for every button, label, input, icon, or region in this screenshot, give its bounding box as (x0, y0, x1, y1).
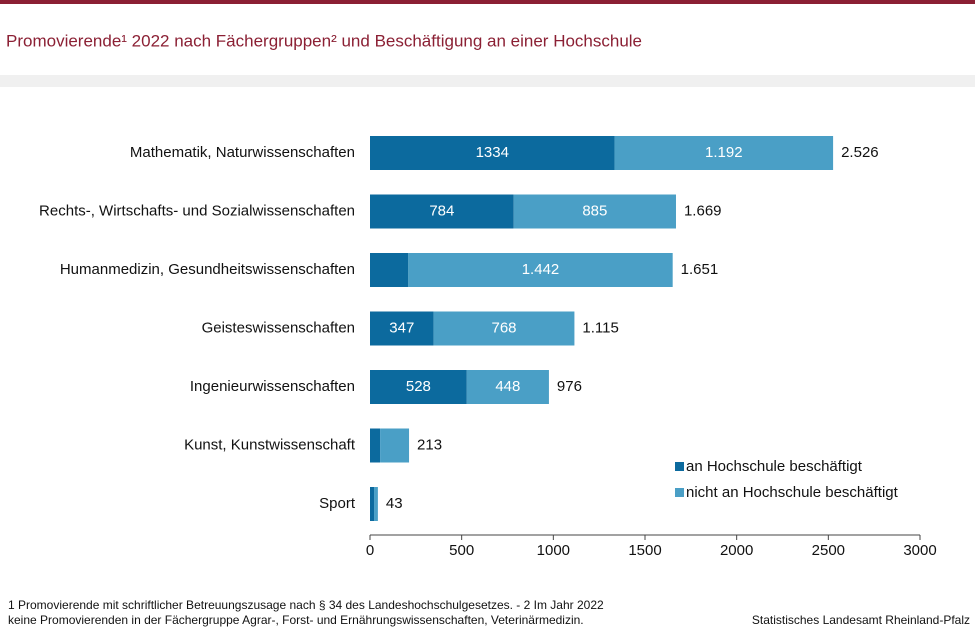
x-tick-label: 0 (366, 542, 374, 559)
x-tick-label: 1500 (628, 542, 661, 559)
bar-segment (466, 370, 549, 404)
total-label: 43 (386, 495, 403, 512)
bar-segment (370, 370, 467, 404)
value-label: 885 (582, 202, 607, 219)
value-label: 1.192 (705, 144, 743, 161)
value-label: 784 (429, 202, 454, 219)
category-label: Humanmedizin, Gesundheitswissenschaften (60, 261, 355, 278)
bar-segment (370, 136, 615, 170)
value-label: 448 (495, 378, 520, 395)
value-label: 528 (406, 378, 431, 395)
bar-segment (614, 136, 834, 170)
bar-segment (433, 311, 575, 346)
bar-segment (370, 194, 514, 229)
total-label: 976 (557, 378, 582, 395)
category-label: Ingenieurwissenschaften (190, 378, 355, 395)
total-label: 1.669 (684, 202, 722, 219)
bar-segment (370, 487, 375, 521)
category-label: Sport (319, 495, 356, 512)
footnote: keine Promovierenden in der Fächergruppe… (8, 613, 584, 627)
bar-segment (380, 428, 410, 463)
x-tick-label: 500 (449, 542, 474, 559)
legend-swatch (675, 488, 684, 497)
bar-segment (513, 194, 676, 229)
total-label: 213 (417, 436, 442, 453)
value-label: 347 (389, 319, 414, 336)
value-label: 1.442 (522, 261, 560, 278)
legend-label: nicht an Hochschule beschäftigt (686, 484, 899, 501)
bar-segment (370, 311, 434, 346)
total-label: 1.651 (681, 261, 719, 278)
category-label: Geisteswissenschaften (202, 319, 355, 336)
total-label: 2.526 (841, 144, 879, 161)
value-label: 1334 (476, 144, 509, 161)
legend-swatch (675, 462, 684, 471)
header-band (0, 75, 975, 87)
category-label: Kunst, Kunstwissenschaft (184, 436, 356, 453)
bar-segment (370, 428, 381, 463)
top-rule (0, 0, 975, 4)
footnote: 1 Promovierende mit schriftlicher Betreu… (8, 598, 604, 612)
x-tick-label: 2000 (720, 542, 753, 559)
chart-title: Promovierende¹ 2022 nach Fächergruppen² … (6, 31, 642, 50)
x-tick-label: 2500 (812, 542, 845, 559)
bar-segment (370, 253, 409, 287)
bar-segment (374, 487, 378, 521)
category-label: Mathematik, Naturwissenschaften (130, 144, 355, 161)
total-label: 1.115 (582, 319, 618, 336)
value-label: 768 (492, 319, 517, 336)
legend-label: an Hochschule beschäftigt (686, 458, 863, 475)
x-tick-label: 3000 (903, 542, 936, 559)
source: Statistisches Landesamt Rheinland-Pfalz (752, 613, 970, 627)
x-tick-label: 1000 (537, 542, 570, 559)
bar-segment (408, 253, 673, 287)
category-label: Rechts-, Wirtschafts- und Sozialwissensc… (39, 202, 355, 219)
